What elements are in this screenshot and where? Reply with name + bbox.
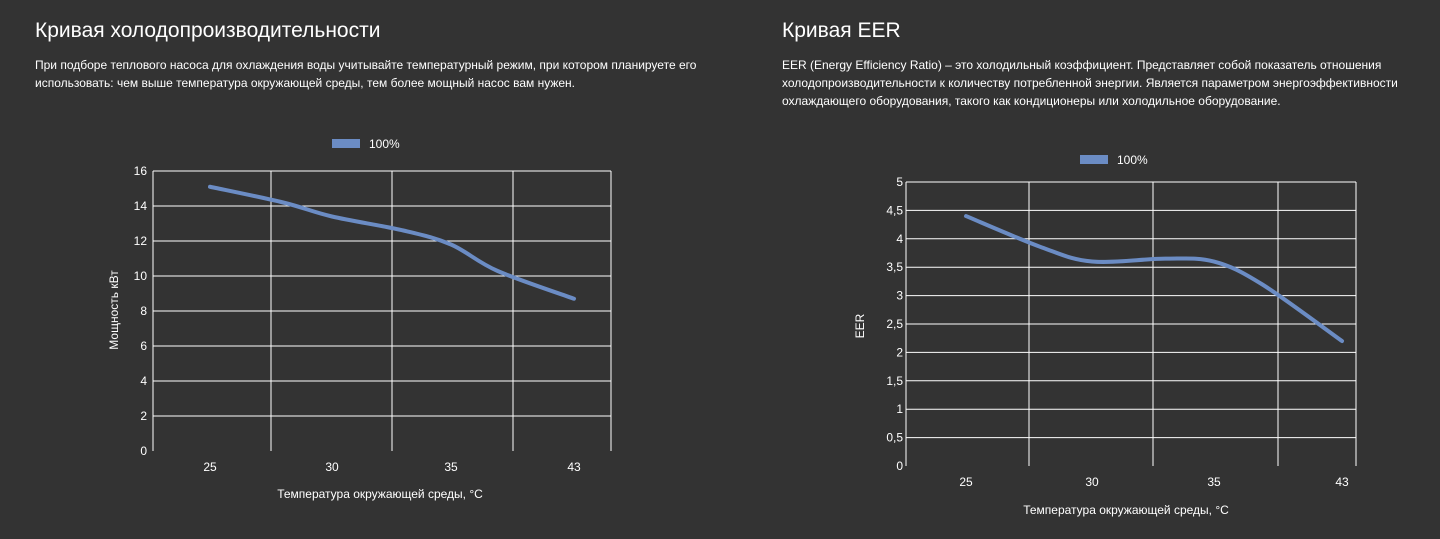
y-tick-label: 8 (140, 304, 147, 318)
y-axis-title: EER (853, 313, 867, 338)
series-line (964, 214, 1344, 344)
y-tick-label: 4,5 (886, 203, 903, 217)
x-tick-label: 30 (325, 460, 339, 474)
y-tick-label: 3,5 (886, 260, 903, 274)
y-tick-label: 2 (896, 345, 903, 359)
y-tick-label: 5 (896, 175, 903, 189)
x-tick-label: 43 (567, 460, 581, 474)
x-tick-label: 35 (444, 460, 458, 474)
x-tick-label: 43 (1335, 475, 1349, 489)
y-tick-label: 0 (896, 459, 903, 473)
plot-grid (905, 181, 1357, 466)
y-tick-label: 4 (140, 374, 147, 388)
x-tick-label: 35 (1207, 475, 1221, 489)
x-tick-label: 25 (959, 475, 973, 489)
legend-swatch (332, 139, 360, 148)
y-tick-label: 4 (896, 232, 903, 246)
y-tick-label: 2 (140, 409, 147, 423)
series-line (208, 184, 576, 301)
x-tick-label: 30 (1085, 475, 1099, 489)
legend-label: 100% (1117, 153, 1148, 167)
y-tick-label: 12 (134, 234, 148, 248)
y-tick-label: 6 (140, 339, 147, 353)
eer-title: Кривая EER (782, 19, 901, 42)
y-tick-label: 16 (134, 164, 148, 178)
y-tick-label: 3 (896, 289, 903, 303)
legend-label: 100% (369, 137, 400, 151)
y-tick-label: 10 (134, 269, 148, 283)
y-tick-label: 1,5 (886, 374, 903, 388)
cooling-capacity-description: При подборе теплового насоса для охлажде… (35, 58, 697, 90)
y-tick-label: 0 (140, 444, 147, 458)
y-tick-label: 1 (896, 402, 903, 416)
y-axis-title: Мощность кВт (107, 270, 121, 350)
eer-description: EER (Energy Efficiency Ratio) – это холо… (782, 58, 1398, 108)
x-tick-label: 25 (203, 460, 217, 474)
x-axis-title: Температура окружающей среды, °С (1023, 503, 1229, 517)
y-tick-label: 2,5 (886, 317, 903, 331)
y-tick-label: 14 (134, 199, 148, 213)
legend-swatch (1080, 155, 1108, 164)
cooling-capacity-title: Кривая холодопроизводительности (35, 19, 381, 42)
y-tick-label: 0,5 (886, 431, 903, 445)
x-axis-title: Температура окружающей среды, °С (277, 487, 483, 501)
plot-grid (152, 170, 612, 451)
